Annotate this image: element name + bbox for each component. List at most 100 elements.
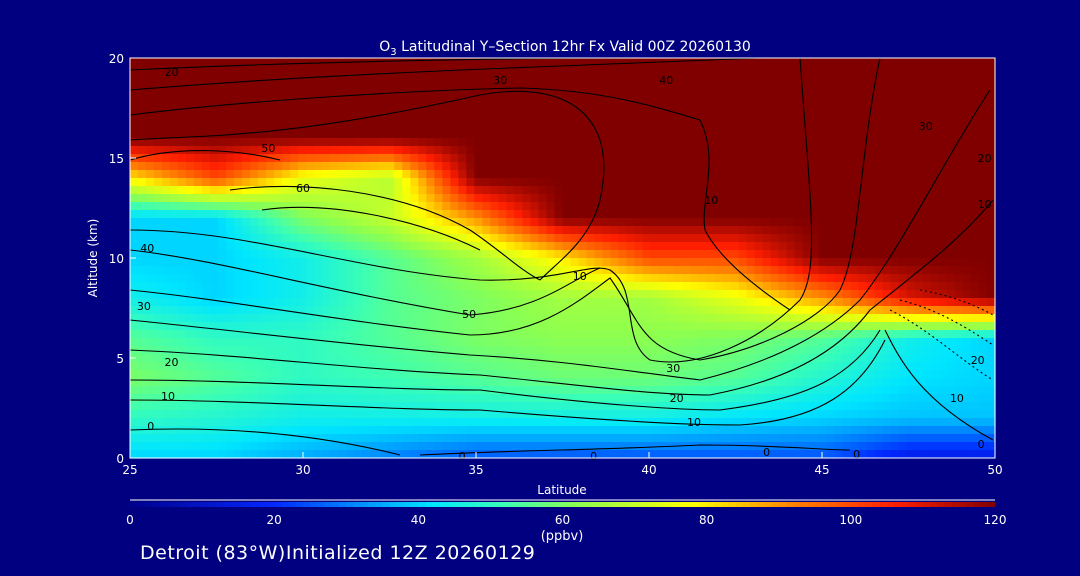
heatmap-cell bbox=[562, 402, 572, 411]
heatmap-cell bbox=[146, 314, 155, 323]
heatmap-cell bbox=[506, 186, 516, 195]
heatmap-cell bbox=[378, 410, 387, 419]
heatmap-cell bbox=[602, 290, 612, 299]
heatmap-cell bbox=[346, 146, 355, 155]
heatmap-cell bbox=[210, 82, 219, 91]
heatmap-cell bbox=[482, 82, 492, 91]
heatmap-cell bbox=[218, 82, 227, 91]
heatmap-cell bbox=[690, 354, 700, 363]
heatmap-cell bbox=[866, 418, 876, 427]
heatmap-cell bbox=[890, 162, 900, 171]
heatmap-cell bbox=[242, 418, 251, 427]
heatmap-cell bbox=[562, 306, 572, 315]
heatmap-cell bbox=[658, 258, 668, 267]
heatmap-cell bbox=[330, 258, 339, 267]
heatmap-cell bbox=[626, 274, 636, 283]
heatmap-cell bbox=[506, 178, 516, 187]
heatmap-cell bbox=[802, 170, 812, 179]
heatmap-cell bbox=[434, 298, 443, 307]
heatmap-cell bbox=[674, 298, 684, 307]
heatmap-cell bbox=[442, 362, 451, 371]
heatmap-cell bbox=[194, 386, 203, 395]
heatmap-cell bbox=[714, 330, 724, 339]
heatmap-cell bbox=[146, 450, 155, 459]
heatmap-cell bbox=[322, 154, 331, 163]
heatmap-cell bbox=[266, 130, 275, 139]
heatmap-cell bbox=[786, 74, 796, 83]
heatmap-cell bbox=[850, 58, 860, 67]
heatmap-cell bbox=[282, 242, 291, 251]
heatmap-cell bbox=[626, 138, 636, 147]
heatmap-cell bbox=[706, 378, 716, 387]
heatmap-cell bbox=[354, 146, 363, 155]
heatmap-cell bbox=[242, 442, 251, 451]
heatmap-cell bbox=[250, 242, 259, 251]
heatmap-cell bbox=[674, 426, 684, 435]
heatmap-cell bbox=[138, 242, 147, 251]
heatmap-cell bbox=[218, 354, 227, 363]
heatmap-cell bbox=[770, 322, 780, 331]
heatmap-cell bbox=[642, 210, 652, 219]
heatmap-cell bbox=[202, 90, 211, 99]
heatmap-cell bbox=[762, 266, 772, 275]
heatmap-cell bbox=[842, 426, 852, 435]
heatmap-cell bbox=[386, 162, 395, 171]
heatmap-cell bbox=[642, 90, 652, 99]
heatmap-cell bbox=[202, 186, 211, 195]
heatmap-cell bbox=[642, 434, 652, 443]
heatmap-cell bbox=[346, 410, 355, 419]
heatmap-cell bbox=[458, 90, 467, 99]
heatmap-cell bbox=[506, 370, 516, 379]
heatmap-cell bbox=[610, 258, 620, 267]
heatmap-cell bbox=[146, 370, 155, 379]
heatmap-cell bbox=[354, 186, 363, 195]
heatmap-cell bbox=[466, 82, 475, 91]
heatmap-cell bbox=[162, 378, 171, 387]
heatmap-cell bbox=[186, 186, 195, 195]
heatmap-cell bbox=[474, 266, 484, 275]
heatmap-cell bbox=[378, 274, 387, 283]
heatmap-cell bbox=[218, 330, 227, 339]
heatmap-cell bbox=[794, 106, 804, 115]
heatmap-cell bbox=[370, 354, 379, 363]
heatmap-cell bbox=[906, 66, 916, 75]
heatmap-cell bbox=[218, 162, 227, 171]
heatmap-cell bbox=[138, 386, 147, 395]
heatmap-cell bbox=[314, 106, 323, 115]
heatmap-cell bbox=[618, 90, 628, 99]
heatmap-cell bbox=[546, 154, 556, 163]
heatmap-cell bbox=[722, 354, 732, 363]
heatmap-cell bbox=[858, 170, 868, 179]
heatmap-cell bbox=[794, 82, 804, 91]
heatmap-cell bbox=[202, 194, 211, 203]
heatmap-cell bbox=[298, 114, 307, 123]
heatmap-cell bbox=[802, 346, 812, 355]
heatmap-cell bbox=[850, 282, 860, 291]
heatmap-cell bbox=[634, 90, 644, 99]
heatmap-cell bbox=[234, 354, 243, 363]
heatmap-cell bbox=[242, 434, 251, 443]
heatmap-cell bbox=[706, 146, 716, 155]
heatmap-cell bbox=[346, 226, 355, 235]
heatmap-cell bbox=[746, 346, 756, 355]
heatmap-cell bbox=[474, 82, 484, 91]
heatmap-cell bbox=[178, 186, 187, 195]
heatmap-cell bbox=[370, 362, 379, 371]
heatmap-cell bbox=[466, 426, 475, 435]
heatmap-cell bbox=[530, 202, 540, 211]
heatmap-cell bbox=[306, 210, 315, 219]
heatmap-cell bbox=[226, 402, 235, 411]
heatmap-cell bbox=[402, 298, 411, 307]
heatmap-cell bbox=[426, 306, 435, 315]
heatmap-cell bbox=[258, 114, 267, 123]
heatmap-cell bbox=[450, 314, 459, 323]
heatmap-cell bbox=[242, 242, 251, 251]
heatmap-cell bbox=[810, 434, 820, 443]
heatmap-cell bbox=[154, 74, 163, 83]
heatmap-cell bbox=[818, 202, 828, 211]
heatmap-cell bbox=[522, 354, 532, 363]
heatmap-cell bbox=[658, 162, 668, 171]
heatmap-cell bbox=[498, 82, 508, 91]
heatmap-cell bbox=[234, 314, 243, 323]
heatmap-cell bbox=[850, 330, 860, 339]
